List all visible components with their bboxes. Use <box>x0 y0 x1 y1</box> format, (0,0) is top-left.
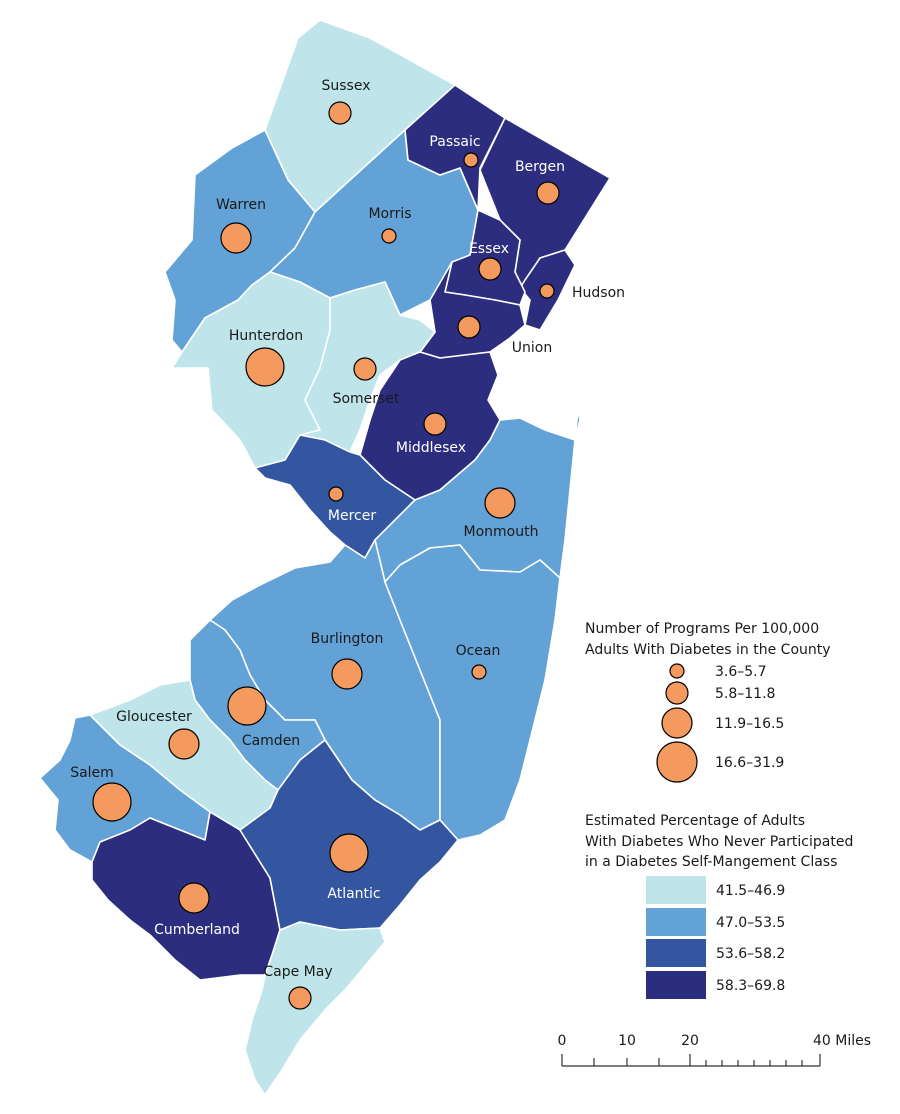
bubble-hudson <box>539 283 555 299</box>
legend-programs-item-2: 5.8–11.8 <box>715 686 775 702</box>
legend-bubble-1 <box>669 663 685 679</box>
legend-percent-title-2: With Diabetes Who Never Participated <box>585 834 853 850</box>
legend-percent-item-2: 47.0–53.5 <box>716 915 785 931</box>
bubble-monmouth <box>484 487 516 519</box>
bubble-atlantic <box>329 833 369 873</box>
label-passaic: Passaic <box>429 134 480 150</box>
bubble-salem <box>92 782 132 822</box>
legend-programs-title-1: Number of Programs Per 100,000 <box>585 621 819 637</box>
label-union: Union <box>512 340 552 356</box>
label-burlington: Burlington <box>311 631 384 647</box>
legend-programs-item-3: 11.9–16.5 <box>715 716 784 732</box>
label-somerset: Somerset <box>333 391 400 407</box>
program-bubbles <box>92 101 560 1010</box>
label-sussex: Sussex <box>322 78 371 94</box>
scale-label-0: 0 <box>558 1033 567 1049</box>
label-gloucester: Gloucester <box>116 709 192 725</box>
label-warren: Warren <box>216 197 266 213</box>
label-salem: Salem <box>70 765 114 781</box>
bubble-sussex <box>328 101 352 125</box>
label-ocean: Ocean <box>456 643 501 659</box>
legend-bubble-2 <box>665 681 689 705</box>
legend-percent-item-3: 53.6–58.2 <box>716 946 785 962</box>
label-hunterdon: Hunterdon <box>229 328 303 344</box>
bubble-camden <box>227 686 267 726</box>
label-essex: Essex <box>469 241 509 257</box>
legend-programs-item-1: 3.6–5.7 <box>715 664 767 680</box>
scale-label-20: 20 <box>681 1033 699 1049</box>
label-hudson: Hudson <box>572 285 625 301</box>
bubble-ocean <box>471 664 487 680</box>
bubble-essex <box>478 257 502 281</box>
bubble-cumberland <box>178 882 210 914</box>
label-cumberland: Cumberland <box>154 922 240 938</box>
bubble-morris <box>381 228 397 244</box>
label-morris: Morris <box>368 206 411 222</box>
bubble-middlesex <box>423 412 447 436</box>
label-monmouth: Monmouth <box>464 524 539 540</box>
legend-bubble-3 <box>661 707 693 739</box>
legend-percent-item-1: 41.5–46.9 <box>716 883 785 899</box>
label-atlantic: Atlantic <box>327 886 380 902</box>
legend-programs: Number of Programs Per 100,000 Adults Wi… <box>585 621 831 783</box>
scale-bar: 0 10 20 40 Miles <box>558 1033 871 1067</box>
county-ocean[interactable] <box>384 544 561 841</box>
scale-label-10: 10 <box>618 1033 636 1049</box>
bubble-hunterdon <box>245 347 285 387</box>
legend-percent-title-3: in a Diabetes Self-Mangement Class <box>585 854 837 870</box>
label-middlesex: Middlesex <box>396 440 466 456</box>
bubble-burlington <box>331 658 363 690</box>
legend-percent-item-4: 58.3–69.8 <box>716 978 785 994</box>
scale-bar-line <box>561 1054 821 1067</box>
label-cape-may: Cape May <box>263 964 332 980</box>
county-labels: Sussex Passaic Bergen Warren Morris Esse… <box>70 78 625 980</box>
label-camden: Camden <box>242 733 300 749</box>
legend-percent-title-1: Estimated Percentage of Adults <box>585 813 805 829</box>
legend-swatch-1 <box>646 876 706 904</box>
legend-swatch-3 <box>646 939 706 967</box>
legend-swatch-4 <box>646 971 706 999</box>
legend-percent: Estimated Percentage of Adults With Diab… <box>585 813 853 999</box>
scale-label-40: 40 Miles <box>813 1033 871 1049</box>
bubble-passaic <box>463 152 479 168</box>
bubble-somerset <box>353 357 377 381</box>
county-polygons <box>39 19 611 1096</box>
bubble-gloucester <box>168 728 200 760</box>
legend-programs-item-4: 16.6–31.9 <box>715 755 784 771</box>
county-cape-may[interactable] <box>244 921 386 1096</box>
label-mercer: Mercer <box>328 508 376 524</box>
bubble-cape-may <box>288 986 312 1010</box>
bubble-union <box>457 315 481 339</box>
bubble-warren <box>220 222 252 254</box>
bubble-bergen <box>536 181 560 205</box>
legend-bubble-4 <box>656 741 698 783</box>
legend-swatch-2 <box>646 908 706 936</box>
bubble-mercer <box>328 486 344 502</box>
label-bergen: Bergen <box>515 159 565 175</box>
legend-programs-title-2: Adults With Diabetes in the County <box>585 642 831 658</box>
